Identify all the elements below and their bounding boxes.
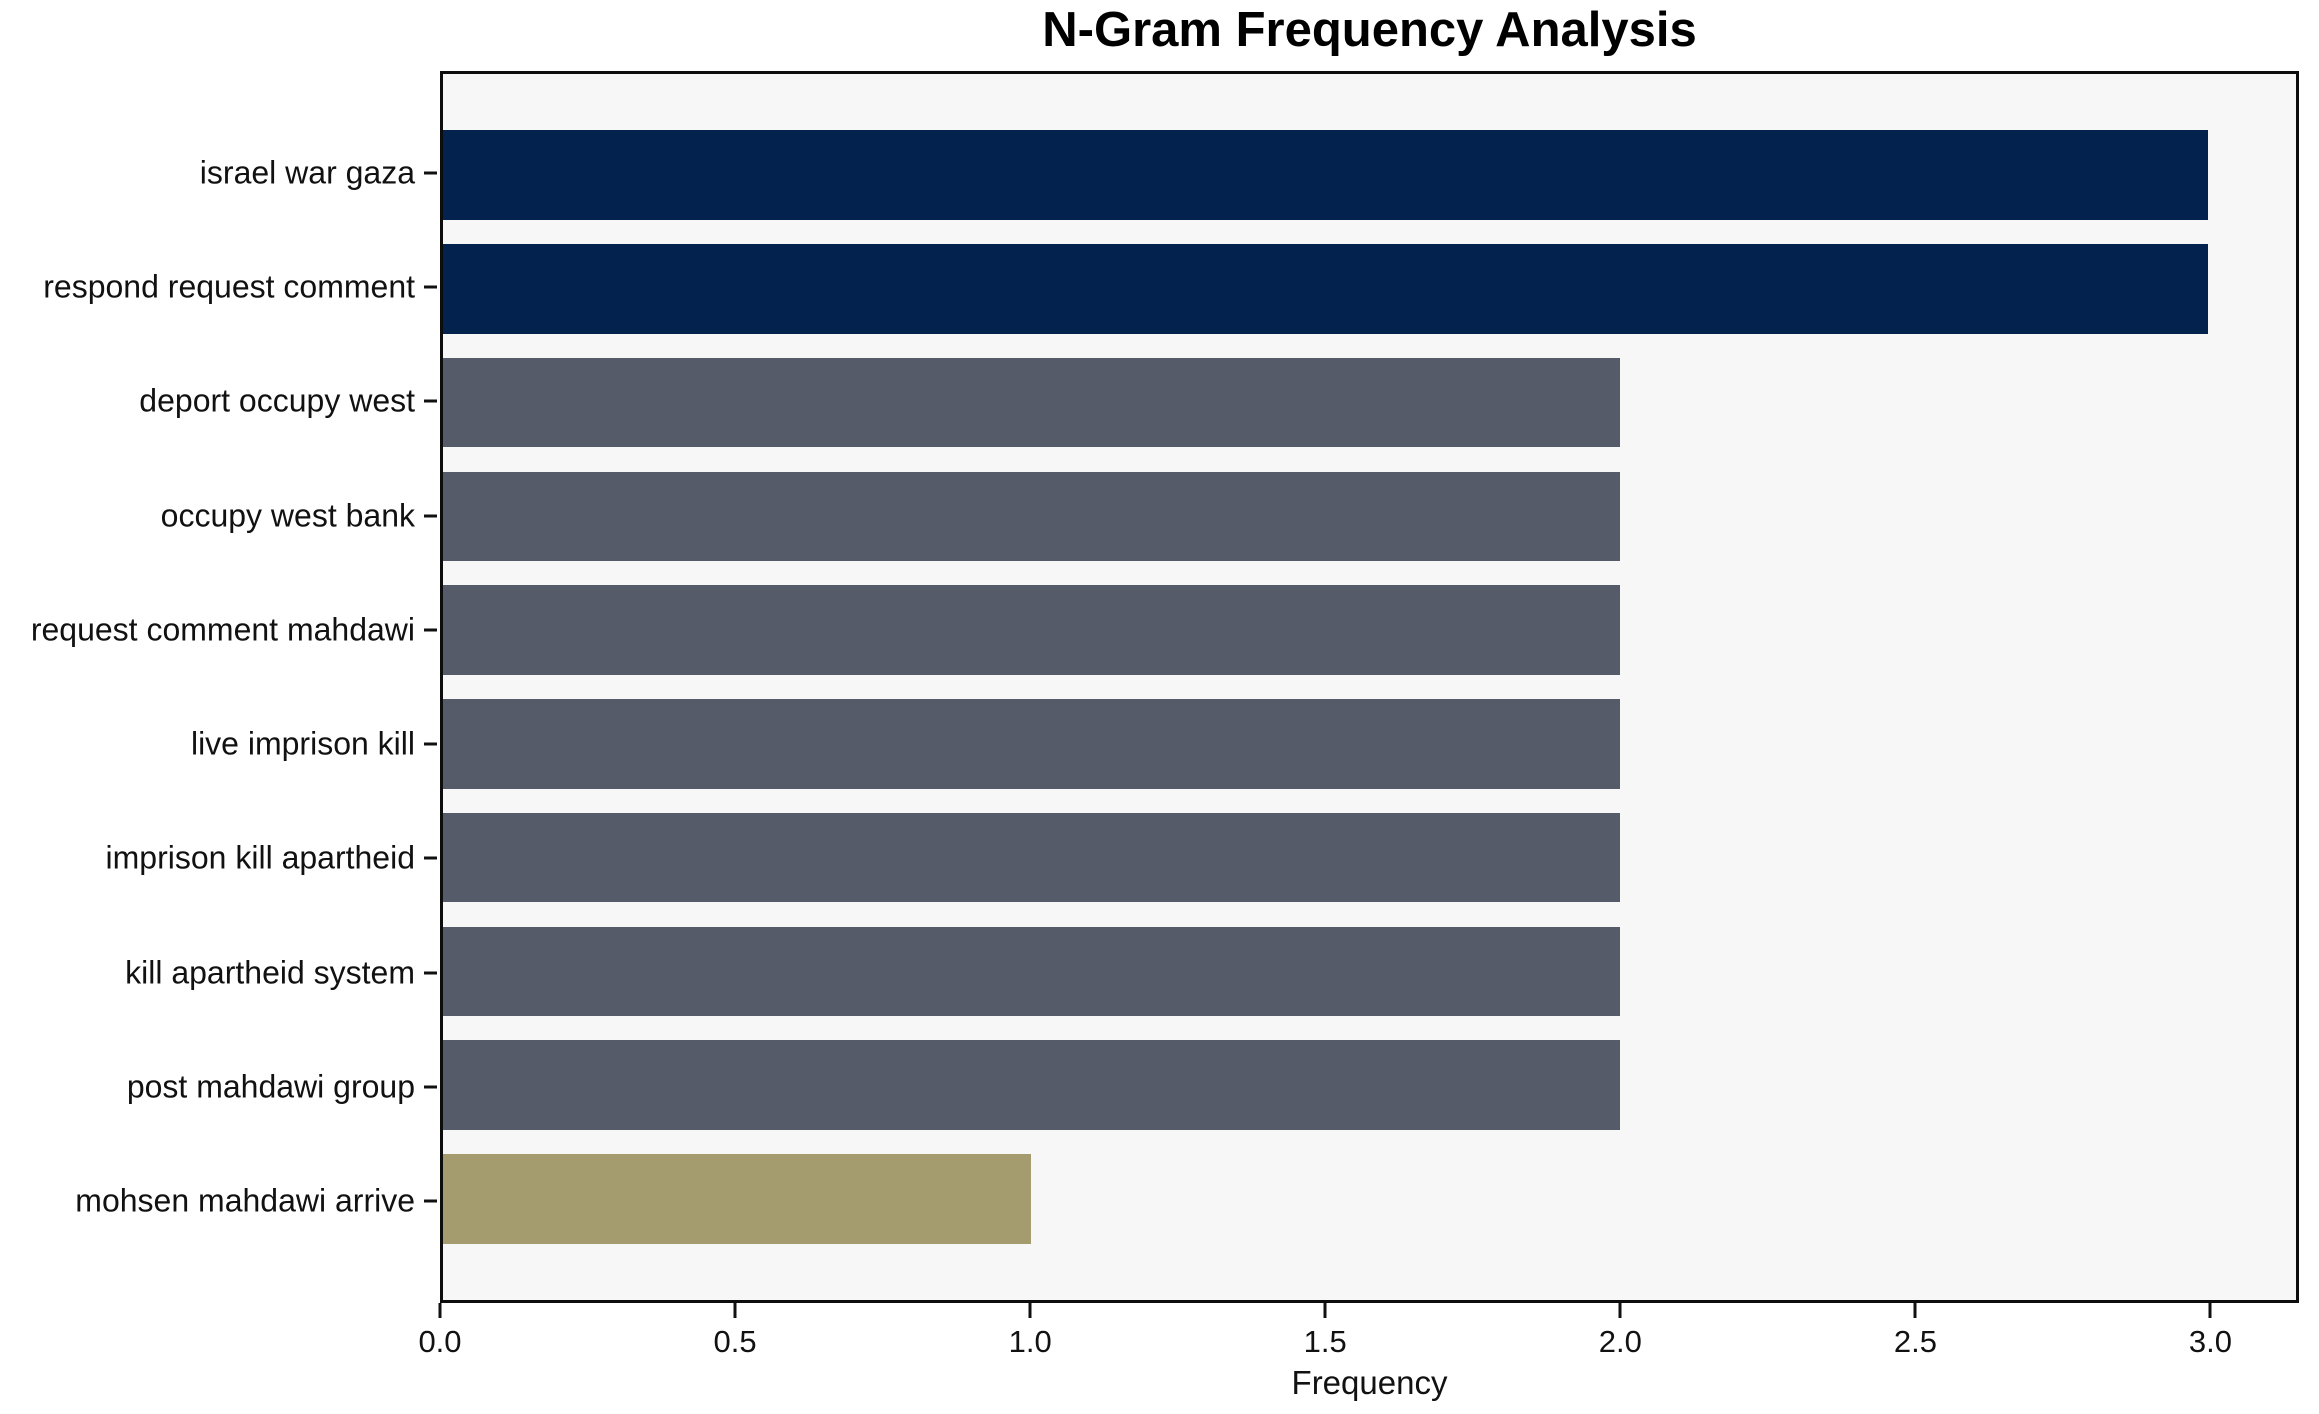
x-tick-mark: [733, 1303, 737, 1318]
y-axis: israel war gaza respond request comment de…: [0, 71, 437, 1303]
bar-occupy-west-bank: [443, 471, 1620, 562]
bar-live-imprison-kill: [443, 699, 1620, 789]
y-tick-label: israel war gaza: [199, 154, 415, 191]
x-tick-label: 1.5: [1303, 1324, 1347, 1359]
y-tick-label: respond request comment: [43, 268, 415, 305]
y-tick-label: deport occupy west: [139, 382, 415, 419]
x-tick-mark: [1618, 1303, 1622, 1318]
y-tick: israel war gaza: [200, 154, 437, 191]
y-tick-mark: [424, 171, 437, 175]
y-tick: occupy west bank: [161, 497, 437, 534]
y-tick-mark: [424, 628, 437, 632]
y-tick: request comment mahdawi: [31, 611, 437, 648]
bar-request-comment-mahdawi: [443, 585, 1620, 675]
y-tick-label: post mahdawi group: [126, 1068, 415, 1105]
y-tick: respond request comment: [43, 268, 437, 305]
y-tick-mark: [424, 399, 437, 403]
y-tick-label: mohsen mahdawi arrive: [75, 1182, 415, 1219]
bar-deport-occupy-west: [443, 357, 1620, 448]
x-tick-label: 0.0: [418, 1324, 462, 1359]
x-tick-label: 0.5: [713, 1324, 757, 1359]
bar-mohsen-mahdawi-arrive: [443, 1154, 1032, 1244]
y-tick: mohsen mahdawi arrive: [75, 1183, 437, 1220]
y-tick-mark: [424, 856, 437, 860]
y-tick: imprison kill apartheid: [106, 840, 437, 877]
bar-post-mahdawi-group: [443, 1040, 1620, 1130]
x-tick-mark: [1323, 1303, 1327, 1318]
x-tick-mark: [1028, 1303, 1032, 1318]
y-tick-mark: [424, 285, 437, 289]
bar-kill-apartheid-system: [443, 926, 1620, 1017]
y-tick-label: occupy west bank: [160, 497, 415, 533]
x-tick-label: 2.5: [1893, 1324, 1937, 1359]
y-tick-mark: [424, 1085, 437, 1089]
plot-area: [440, 71, 2299, 1303]
y-tick: kill apartheid system: [125, 954, 437, 991]
y-tick: post mahdawi group: [127, 1069, 437, 1106]
x-tick-label: 3.0: [2188, 1324, 2233, 1359]
x-axis-title: Frequency: [1291, 1364, 1448, 1401]
y-tick-mark: [424, 514, 437, 517]
x-tick-label: 1.0: [1008, 1324, 1052, 1359]
x-tick-mark: [438, 1303, 442, 1318]
y-tick-label: live imprison kill: [190, 725, 415, 762]
y-tick-mark: [424, 742, 437, 746]
chart-title: N-Gram Frequency Analysis: [1042, 3, 1697, 57]
y-tick-mark: [424, 1199, 437, 1203]
bar-respond-request-comment: [443, 243, 2208, 334]
y-tick: live imprison kill: [191, 726, 437, 763]
y-tick-label: request comment mahdawi: [30, 611, 415, 648]
y-tick-label: imprison kill apartheid: [105, 839, 415, 876]
x-axis: 0.0 0.5 1.0 1.5 2.0 2.5 3.0: [418, 1303, 2299, 1373]
x-tick-mark: [2208, 1303, 2212, 1318]
x-tick-label: 2.0: [1598, 1324, 1642, 1359]
y-tick-mark: [424, 971, 437, 975]
y-tick-label: kill apartheid system: [125, 954, 415, 991]
y-tick: deport occupy west: [139, 383, 437, 420]
x-tick-mark: [1913, 1303, 1917, 1318]
bar-israel-war-gaza: [443, 130, 2208, 220]
bar-imprison-kill-apartheid: [443, 812, 1620, 903]
